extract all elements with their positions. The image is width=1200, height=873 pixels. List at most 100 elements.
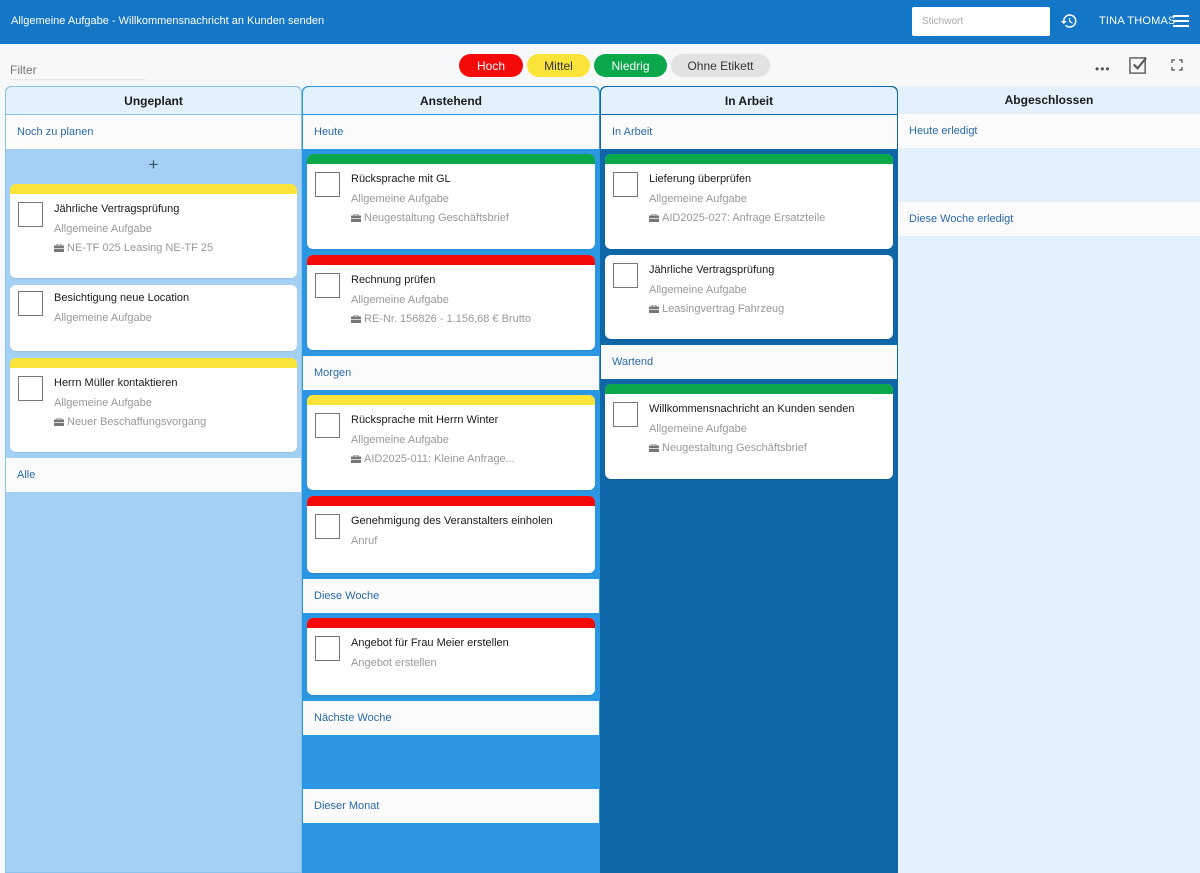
task-reference: NE-TF 025 Leasing NE-TF 25	[67, 242, 214, 254]
task-type: Anruf	[351, 535, 378, 547]
task-card[interactable]: Rücksprache mit GL Allgemeine Aufgabe Ne…	[307, 154, 595, 249]
task-title: Jährliche Vertragsprüfung	[54, 203, 180, 215]
task-card[interactable]: Lieferung überprüfen Allgemeine Aufgabe …	[605, 154, 893, 249]
task-title: Willkommensnachricht an Kunden senden	[649, 403, 855, 415]
column-anstehend: Anstehend Heute Rücksprache mit GL Allge…	[302, 86, 600, 873]
task-title: Angebot für Frau Meier erstellen	[351, 637, 509, 649]
task-type: Allgemeine Aufgabe	[54, 312, 152, 324]
task-reference: AID2025-027: Anfrage Ersatzteile	[662, 212, 826, 224]
user-name[interactable]: TINA THOMAS	[1099, 15, 1176, 27]
fullscreen-icon[interactable]	[1171, 59, 1183, 71]
group-header-in-arbeit[interactable]: In Arbeit	[601, 115, 897, 149]
priority-stripe	[307, 255, 595, 265]
priority-stripe	[605, 154, 893, 164]
column-title: Abgeschlossen	[898, 86, 1200, 114]
hamburger-menu-icon[interactable]	[1173, 15, 1189, 28]
briefcase-icon	[351, 315, 361, 323]
group-header-noch-zu-planen[interactable]: Noch zu planen	[6, 115, 301, 149]
group-header-naechste-woche[interactable]: Nächste Woche	[303, 701, 599, 735]
task-checkbox[interactable]	[315, 172, 340, 197]
label-none-button[interactable]: Ohne Etikett	[671, 54, 770, 77]
task-type: Allgemeine Aufgabe	[649, 193, 747, 205]
label-high-button[interactable]: Hoch	[459, 54, 523, 77]
briefcase-icon	[649, 444, 659, 452]
task-type: Allgemeine Aufgabe	[54, 223, 152, 235]
priority-stripe	[10, 358, 297, 368]
group-header-morgen[interactable]: Morgen	[303, 356, 599, 390]
column-title: Ungeplant	[6, 87, 301, 115]
filter-input[interactable]	[10, 60, 145, 80]
task-title: Besichtigung neue Location	[54, 292, 190, 304]
briefcase-icon	[649, 305, 659, 313]
task-type: Allgemeine Aufgabe	[351, 193, 449, 205]
task-checkbox[interactable]	[613, 263, 638, 288]
drop-zone	[898, 148, 1200, 202]
task-reference: Neugestaltung Geschäftsbrief	[662, 442, 807, 454]
priority-stripe	[307, 154, 595, 164]
task-card[interactable]: Angebot für Frau Meier erstellen Angebot…	[307, 618, 595, 695]
task-type: Angebot erstellen	[351, 657, 437, 669]
task-reference: RE-Nr. 156826 - 1.156,68 € Brutto	[364, 313, 531, 325]
briefcase-icon	[351, 214, 361, 222]
task-card[interactable]: Jährliche Vertragsprüfung Allgemeine Auf…	[605, 255, 893, 339]
task-card[interactable]: Rücksprache mit Herrn Winter Allgemeine …	[307, 395, 595, 490]
priority-stripe	[307, 395, 595, 405]
task-checkbox[interactable]	[613, 172, 638, 197]
label-medium-button[interactable]: Mittel	[527, 54, 590, 77]
task-type: Allgemeine Aufgabe	[54, 397, 152, 409]
task-checkbox[interactable]	[18, 291, 43, 316]
task-reference: Leasingvertrag Fahrzeug	[662, 303, 785, 315]
more-icon[interactable]: •••	[1095, 62, 1111, 76]
add-task-button[interactable]: +	[148, 155, 159, 174]
priority-stripe	[605, 384, 893, 394]
task-reference: AID2025-011: Kleine Anfrage...	[364, 453, 515, 465]
task-checkbox[interactable]	[18, 202, 43, 227]
history-icon[interactable]	[1060, 12, 1078, 30]
task-title: Genehmigung des Veranstalters einholen	[351, 515, 553, 527]
priority-stripe	[307, 618, 595, 628]
group-header-diese-woche[interactable]: Diese Woche	[303, 579, 599, 613]
window-title: Allgemeine Aufgabe - Willkommensnachrich…	[11, 15, 325, 27]
task-card[interactable]: Willkommensnachricht an Kunden senden Al…	[605, 384, 893, 479]
task-checkbox[interactable]	[315, 413, 340, 438]
group-header-dieser-monat[interactable]: Dieser Monat	[303, 789, 599, 823]
briefcase-icon	[649, 214, 659, 222]
task-card[interactable]: Besichtigung neue Location Allgemeine Au…	[10, 285, 297, 351]
group-header-alle[interactable]: Alle	[6, 458, 301, 492]
column-title: In Arbeit	[601, 87, 897, 115]
group-header-wartend[interactable]: Wartend	[601, 345, 897, 379]
task-type: Allgemeine Aufgabe	[351, 294, 449, 306]
drop-zone	[303, 735, 599, 789]
keyword-search-input[interactable]	[912, 7, 1050, 36]
task-type: Allgemeine Aufgabe	[649, 284, 747, 296]
briefcase-icon	[54, 244, 64, 252]
top-bar: Allgemeine Aufgabe - Willkommensnachrich…	[0, 0, 1200, 44]
task-title: Lieferung überprüfen	[649, 173, 752, 185]
task-type: Allgemeine Aufgabe	[649, 423, 747, 435]
task-checkbox[interactable]	[315, 636, 340, 661]
group-header-heute[interactable]: Heute	[303, 115, 599, 149]
group-header-diese-woche-erledigt[interactable]: Diese Woche erledigt	[898, 202, 1200, 236]
task-card[interactable]: Rechnung prüfen Allgemeine Aufgabe RE-Nr…	[307, 255, 595, 350]
label-low-button[interactable]: Niedrig	[594, 54, 667, 77]
column-abgeschlossen: Abgeschlossen Heute erledigt Diese Woche…	[898, 86, 1200, 873]
task-checkbox[interactable]	[315, 273, 340, 298]
task-checkbox[interactable]	[315, 514, 340, 539]
task-card[interactable]: Genehmigung des Veranstalters einholen A…	[307, 496, 595, 573]
task-title: Herrn Müller kontaktieren	[54, 377, 178, 389]
task-card[interactable]: Herrn Müller kontaktieren Allgemeine Auf…	[10, 358, 297, 452]
priority-stripe	[307, 496, 595, 506]
briefcase-icon	[54, 418, 64, 426]
group-header-heute-erledigt[interactable]: Heute erledigt	[898, 114, 1200, 148]
briefcase-icon	[351, 455, 361, 463]
task-checkbox[interactable]	[613, 402, 638, 427]
column-ungeplant: Ungeplant Noch zu planen + Jährliche Ver…	[5, 86, 302, 873]
checkbox-icon[interactable]	[1129, 56, 1148, 75]
task-checkbox[interactable]	[18, 376, 43, 401]
label-filter-group: Hoch Mittel Niedrig Ohne Etikett	[459, 54, 770, 77]
task-reference: Neuer Beschaffungsvorgang	[67, 416, 207, 428]
task-title: Rücksprache mit Herrn Winter	[351, 414, 499, 426]
task-card[interactable]: Jährliche Vertragsprüfung Allgemeine Auf…	[10, 184, 297, 278]
task-title: Jährliche Vertragsprüfung	[649, 264, 775, 276]
task-title: Rechnung prüfen	[351, 274, 436, 286]
